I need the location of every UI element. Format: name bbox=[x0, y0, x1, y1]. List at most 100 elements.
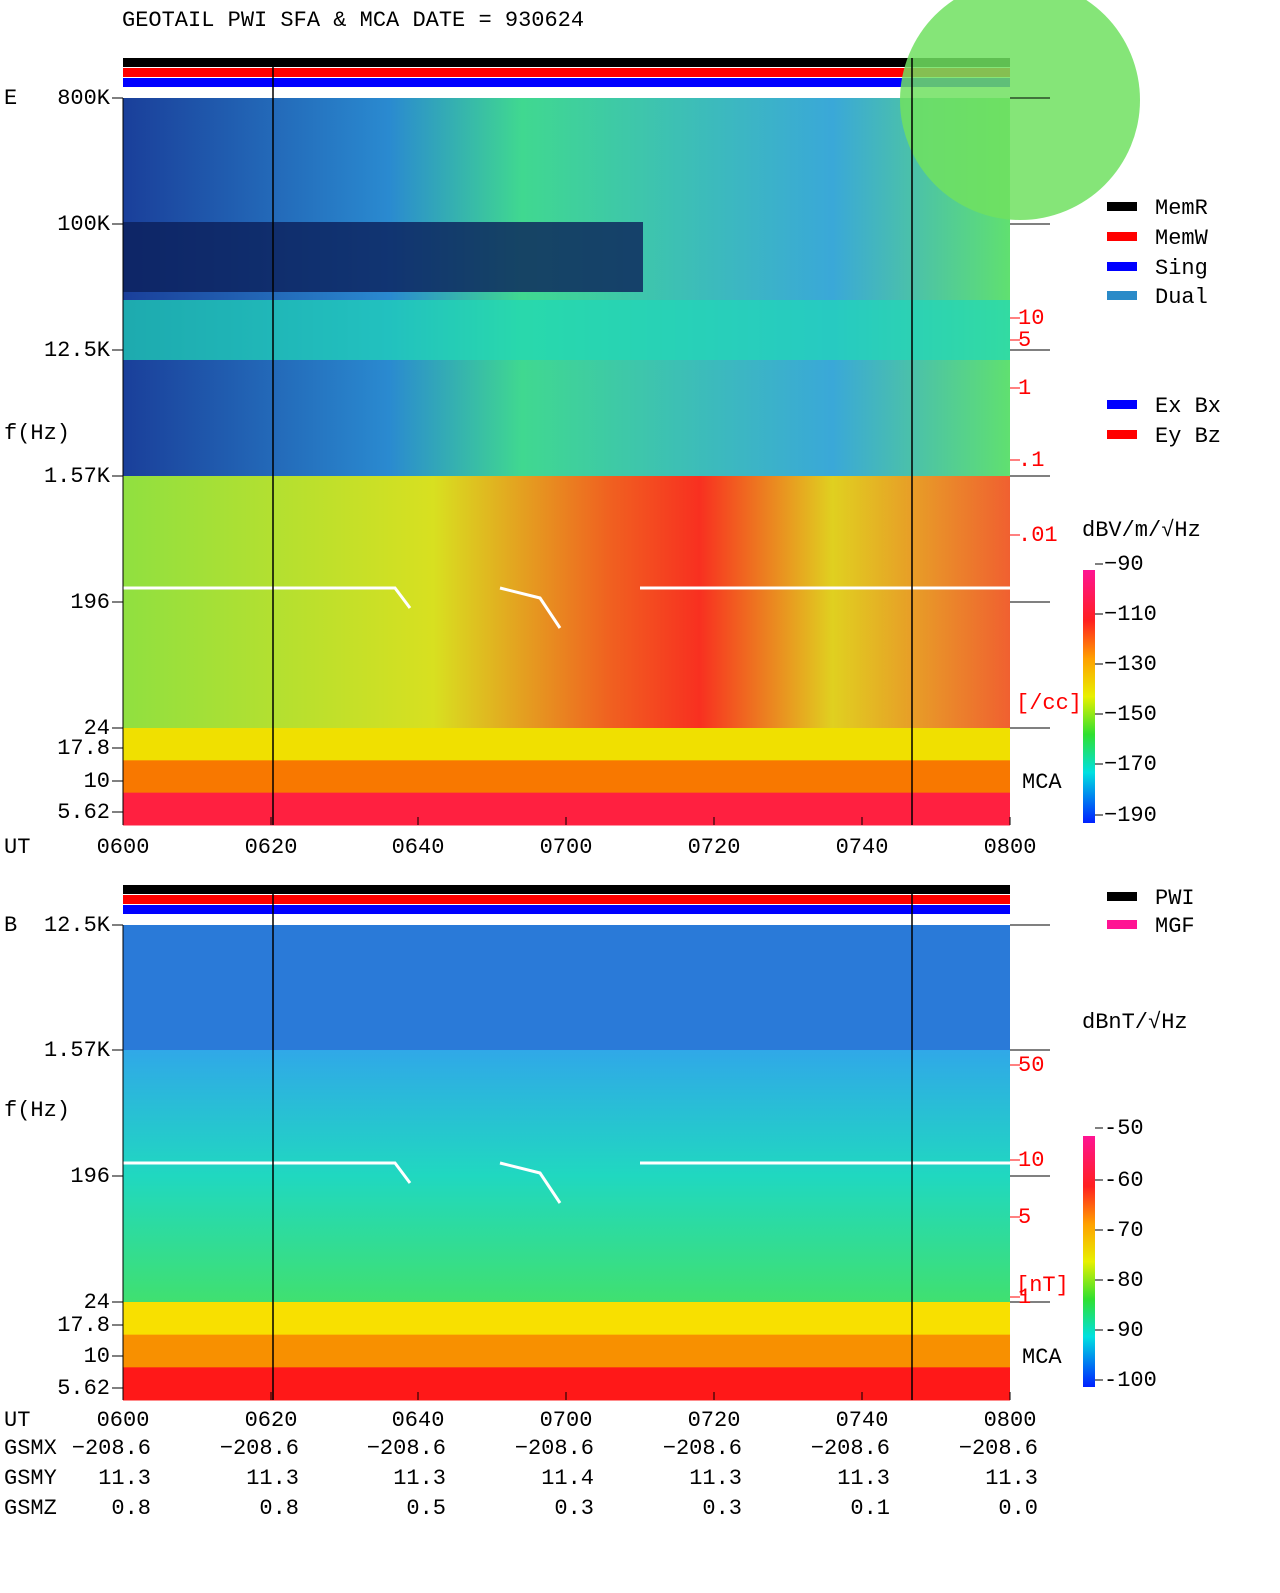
density-tick-label: 5 bbox=[1018, 1205, 1031, 1230]
panel-label: B bbox=[4, 913, 17, 938]
status-bar bbox=[123, 905, 1010, 914]
time-tick-label: 0640 bbox=[392, 835, 445, 860]
mca-band bbox=[123, 1334, 1010, 1368]
orbit-value: 11.4 bbox=[541, 1466, 594, 1491]
time-tick-label: 0800 bbox=[984, 835, 1037, 860]
density-tick-label: 1 bbox=[1018, 1285, 1031, 1310]
spectrogram bbox=[123, 1050, 1010, 1302]
mca-label: MCA bbox=[1022, 1345, 1062, 1370]
orbit-value: 0.3 bbox=[702, 1496, 742, 1521]
orbit-value: −208.6 bbox=[959, 1436, 1038, 1461]
legend-label: Ex Bx bbox=[1155, 394, 1221, 419]
time-tick-label: 0600 bbox=[97, 1408, 150, 1433]
time-axis-label: UT bbox=[4, 835, 30, 860]
freq-tick-label: 5.62 bbox=[57, 1376, 110, 1401]
status-bar bbox=[123, 78, 1010, 87]
time-tick-label: 0700 bbox=[540, 1408, 593, 1433]
freq-tick-label: 12.5K bbox=[44, 338, 111, 363]
legend-label: MemW bbox=[1155, 226, 1209, 251]
freq-tick-label: 12.5K bbox=[44, 913, 111, 938]
legend-label: Ey Bz bbox=[1155, 424, 1221, 449]
legend-label: MGF bbox=[1155, 914, 1195, 939]
time-tick-label: 0720 bbox=[688, 1408, 741, 1433]
time-tick-label: 0620 bbox=[245, 1408, 298, 1433]
density-tick-label: 50 bbox=[1018, 1053, 1044, 1078]
legend-label: PWI bbox=[1155, 886, 1195, 911]
freq-tick-label: 10 bbox=[84, 1344, 110, 1369]
status-bar bbox=[123, 58, 1010, 67]
legend-label: MemR bbox=[1155, 196, 1208, 221]
density-tick-label: .01 bbox=[1018, 523, 1058, 548]
orbit-value: −208.6 bbox=[72, 1436, 151, 1461]
mca-band bbox=[123, 728, 1010, 761]
freq-tick-label: 17.8 bbox=[57, 736, 110, 761]
legend-swatch bbox=[1107, 892, 1137, 901]
colorbar-tick-label: −90 bbox=[1104, 552, 1144, 577]
colorbar-tick-label: −150 bbox=[1104, 702, 1157, 727]
legend-swatch bbox=[1107, 400, 1137, 409]
orbit-value: 0.5 bbox=[406, 1496, 446, 1521]
colorbar-tick-label: -90 bbox=[1104, 1318, 1144, 1343]
freq-tick-label: 10 bbox=[84, 769, 110, 794]
freq-tick-label: 17.8 bbox=[57, 1313, 110, 1338]
legend-label: Sing bbox=[1155, 256, 1208, 281]
orbit-value: 0.8 bbox=[111, 1496, 151, 1521]
time-tick-label: 0740 bbox=[836, 835, 889, 860]
colorbar-tick-label: −170 bbox=[1104, 752, 1157, 777]
mca-label: MCA bbox=[1022, 770, 1062, 795]
legend-swatch bbox=[1107, 232, 1137, 241]
orbit-row-label: GSMZ bbox=[4, 1496, 57, 1521]
legend-label: Dual bbox=[1155, 285, 1208, 310]
colorbar-tick-label: −130 bbox=[1104, 652, 1157, 677]
density-tick-label: 10 bbox=[1018, 1148, 1044, 1173]
spectrogram bbox=[123, 300, 1010, 360]
colorbar bbox=[1083, 1136, 1095, 1387]
colorbar-tick-label: -100 bbox=[1104, 1368, 1157, 1393]
orbit-value: 0.0 bbox=[998, 1496, 1038, 1521]
time-tick-label: 0740 bbox=[836, 1408, 889, 1433]
unit-label: dBnT/√Hz bbox=[1082, 1010, 1188, 1035]
orbit-value: −208.6 bbox=[220, 1436, 299, 1461]
time-tick-label: 0620 bbox=[245, 835, 298, 860]
colorbar-tick-label: -80 bbox=[1104, 1268, 1144, 1293]
spectrogram bbox=[123, 476, 1010, 728]
freq-tick-label: 5.62 bbox=[57, 800, 110, 825]
orbit-value: 11.3 bbox=[246, 1466, 299, 1491]
orbit-value: 11.3 bbox=[837, 1466, 890, 1491]
orbit-value: 11.3 bbox=[393, 1466, 446, 1491]
spectrogram bbox=[123, 925, 1010, 1050]
orbit-value: 0.3 bbox=[554, 1496, 594, 1521]
freq-tick-label: 100K bbox=[57, 212, 111, 237]
spectrogram bbox=[123, 222, 643, 292]
orbit-value: −208.6 bbox=[515, 1436, 594, 1461]
density-tick-label: [/cc] bbox=[1016, 691, 1082, 716]
freq-tick-label: 196 bbox=[70, 1164, 110, 1189]
orbit-value: −208.6 bbox=[811, 1436, 890, 1461]
colorbar-tick-label: -50 bbox=[1104, 1116, 1144, 1141]
spectrogram bbox=[900, 0, 1140, 220]
status-bar bbox=[123, 895, 1010, 904]
panel-label: E bbox=[4, 86, 17, 111]
plasma-line bbox=[123, 586, 1010, 629]
colorbar-tick-label: −190 bbox=[1104, 803, 1157, 828]
density-tick-label: [nT] bbox=[1016, 1273, 1069, 1298]
orbit-row-label: GSMY bbox=[4, 1466, 57, 1491]
legend-swatch bbox=[1107, 291, 1137, 300]
density-tick-label: 10 bbox=[1018, 306, 1044, 331]
colorbar bbox=[1083, 570, 1095, 823]
mca-band bbox=[123, 1302, 1010, 1336]
legend-swatch bbox=[1107, 920, 1137, 929]
orbit-row-label: GSMX bbox=[4, 1436, 57, 1461]
orbit-value: −208.6 bbox=[663, 1436, 742, 1461]
time-tick-label: 0700 bbox=[540, 835, 593, 860]
density-tick-label: .1 bbox=[1018, 448, 1044, 473]
time-tick-label: 0640 bbox=[392, 1408, 445, 1433]
y-axis-label: f(Hz) bbox=[4, 421, 70, 446]
freq-tick-label: 196 bbox=[70, 590, 110, 615]
orbit-value: 11.3 bbox=[985, 1466, 1038, 1491]
legend-swatch bbox=[1107, 262, 1137, 271]
status-bar bbox=[123, 885, 1010, 894]
mca-band bbox=[123, 760, 1010, 794]
colorbar-tick-label: -70 bbox=[1104, 1218, 1144, 1243]
